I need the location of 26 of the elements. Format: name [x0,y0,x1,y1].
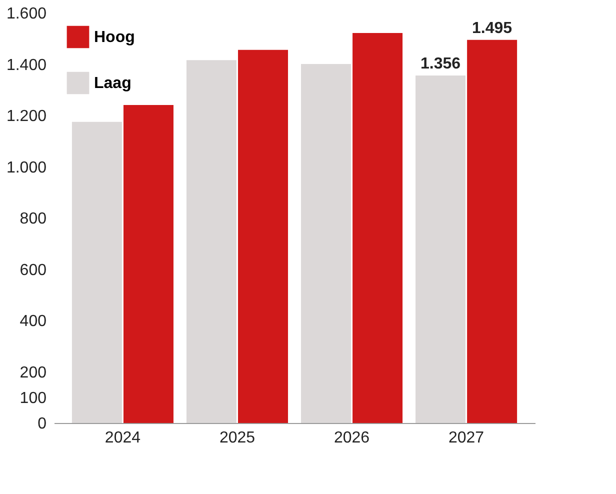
bar [186,60,236,423]
y-tick-label: 800 [20,210,47,228]
y-tick-label: 400 [20,313,47,330]
x-tick-label: 2024 [104,430,141,446]
x-tick-label: 2026 [334,430,370,446]
data-label: 1.356 [420,56,461,73]
y-tick-label: 1.000 [6,159,47,176]
x-tick-label: 2025 [219,430,256,446]
y-tick-label: 1.600 [6,6,47,22]
bar [352,32,403,423]
y-tick-label: 200 [20,364,47,382]
bar [416,76,466,423]
legend-label: Hoog [94,29,135,46]
x-tick-label: 2027 [448,430,484,446]
y-tick-label: 100 [20,390,47,407]
y-tick-label: 600 [20,262,47,279]
bar [467,40,518,423]
bar [123,104,174,423]
bar [300,64,351,423]
y-tick-label: 0 [38,416,47,432]
y-tick-label: 1.400 [6,56,47,74]
bar [238,50,288,423]
legend-label: Laag [94,75,132,92]
bar [72,122,122,423]
data-label: 1.495 [472,20,512,37]
y-tick-label: 1.200 [6,108,47,125]
